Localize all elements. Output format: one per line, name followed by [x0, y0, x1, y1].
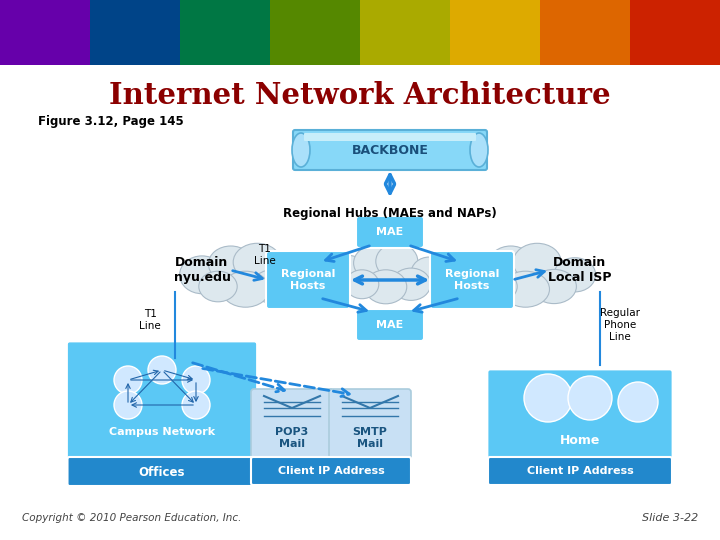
Text: Regional Hubs (MAEs and NAPs): Regional Hubs (MAEs and NAPs) — [283, 206, 497, 219]
Bar — [270, 0, 360, 65]
FancyBboxPatch shape — [487, 369, 673, 471]
Ellipse shape — [328, 255, 368, 291]
Text: Internet Network Architecture: Internet Network Architecture — [109, 80, 611, 110]
Ellipse shape — [199, 271, 237, 302]
Ellipse shape — [365, 270, 407, 304]
Bar — [540, 0, 630, 65]
Bar — [180, 0, 270, 65]
Text: Campus Network: Campus Network — [109, 427, 215, 437]
FancyBboxPatch shape — [488, 457, 672, 485]
Ellipse shape — [292, 133, 310, 167]
Text: T1
Line: T1 Line — [139, 309, 161, 331]
FancyBboxPatch shape — [356, 216, 424, 248]
Ellipse shape — [459, 256, 505, 294]
FancyBboxPatch shape — [66, 341, 258, 487]
Ellipse shape — [208, 246, 253, 282]
Ellipse shape — [354, 246, 393, 280]
Ellipse shape — [554, 258, 595, 292]
Circle shape — [524, 374, 572, 422]
Bar — [0, 0, 90, 65]
Circle shape — [618, 382, 658, 422]
Ellipse shape — [233, 244, 282, 281]
FancyBboxPatch shape — [68, 457, 256, 486]
Ellipse shape — [531, 269, 577, 303]
Text: Domain
nyu.edu: Domain nyu.edu — [174, 256, 230, 284]
Ellipse shape — [470, 133, 488, 167]
Text: Home: Home — [560, 434, 600, 447]
FancyBboxPatch shape — [251, 389, 333, 459]
Ellipse shape — [502, 271, 549, 307]
Text: MAE: MAE — [377, 320, 404, 330]
Ellipse shape — [411, 257, 447, 289]
FancyBboxPatch shape — [430, 251, 514, 309]
FancyBboxPatch shape — [356, 309, 424, 341]
FancyBboxPatch shape — [251, 457, 411, 485]
Text: T1
Line: T1 Line — [254, 244, 276, 266]
Text: Regional
Hosts: Regional Hosts — [445, 269, 499, 291]
Circle shape — [568, 376, 612, 420]
Text: Figure 3.12, Page 145: Figure 3.12, Page 145 — [38, 116, 184, 129]
Text: Domain
Local ISP: Domain Local ISP — [548, 256, 612, 284]
FancyBboxPatch shape — [304, 133, 476, 141]
Ellipse shape — [479, 271, 517, 302]
Circle shape — [114, 391, 142, 419]
Bar — [630, 0, 720, 65]
Text: BACKBONE: BACKBONE — [351, 144, 428, 157]
Bar — [90, 0, 180, 65]
Circle shape — [182, 391, 210, 419]
Text: Regional
Hosts: Regional Hosts — [281, 269, 336, 291]
Ellipse shape — [392, 268, 431, 300]
Ellipse shape — [274, 258, 315, 292]
Ellipse shape — [179, 256, 225, 294]
Text: SMTP
Mail: SMTP Mail — [353, 427, 387, 449]
Circle shape — [148, 356, 176, 384]
Ellipse shape — [488, 246, 534, 282]
Text: Copyright © 2010 Pearson Education, Inc.: Copyright © 2010 Pearson Education, Inc. — [22, 513, 241, 523]
FancyBboxPatch shape — [329, 389, 411, 459]
Bar — [0, 65, 720, 540]
Ellipse shape — [222, 271, 269, 307]
Text: POP3
Mail: POP3 Mail — [275, 427, 309, 449]
FancyBboxPatch shape — [266, 251, 350, 309]
Circle shape — [182, 366, 210, 394]
Text: Offices: Offices — [139, 465, 185, 478]
Circle shape — [114, 366, 142, 394]
Ellipse shape — [345, 270, 379, 299]
Text: Client IP Address: Client IP Address — [526, 466, 634, 476]
Bar — [450, 0, 540, 65]
Text: MAE: MAE — [377, 227, 404, 237]
Bar — [360, 0, 450, 65]
Ellipse shape — [513, 244, 561, 281]
FancyBboxPatch shape — [293, 130, 487, 170]
Text: Client IP Address: Client IP Address — [278, 466, 384, 476]
Ellipse shape — [251, 269, 297, 303]
Text: Regular
Phone
Line: Regular Phone Line — [600, 308, 640, 342]
Text: Slide 3-22: Slide 3-22 — [642, 513, 698, 523]
Ellipse shape — [376, 244, 418, 279]
